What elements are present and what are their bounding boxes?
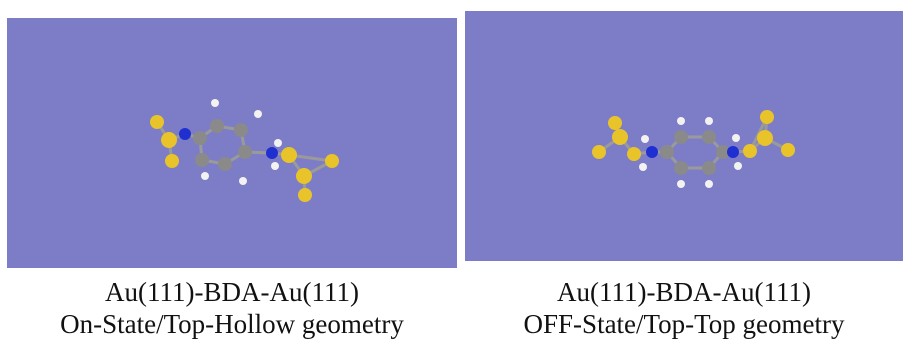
nitrogen-atoms xyxy=(646,146,739,158)
gold-atoms xyxy=(150,115,339,202)
caption-subtitle: On-State/Top-Hollow geometry xyxy=(60,309,404,339)
nitrogen-atoms xyxy=(179,128,278,159)
caption-off-state: Au(111)-BDA-Au(111) OFF-State/Top-Top ge… xyxy=(465,276,903,340)
hydrogen-atoms xyxy=(201,99,282,185)
caption-subtitle: OFF-State/Top-Top geometry xyxy=(523,309,845,339)
molecule-structure-on-state xyxy=(150,99,339,202)
caption-title: Au(111)-BDA-Au(111) xyxy=(105,277,359,307)
carbon-atoms xyxy=(660,130,730,175)
hydrogen-atoms xyxy=(639,117,742,188)
molecule-image-off-state xyxy=(465,11,903,261)
carbon-atoms xyxy=(193,119,252,171)
caption-title: Au(111)-BDA-Au(111) xyxy=(557,277,811,307)
gold-atoms xyxy=(592,110,795,161)
caption-on-state: Au(111)-BDA-Au(111) On-State/Top-Hollow … xyxy=(7,276,457,340)
molecule-structure-off-state xyxy=(592,110,795,188)
molecule-image-on-state xyxy=(7,18,457,268)
